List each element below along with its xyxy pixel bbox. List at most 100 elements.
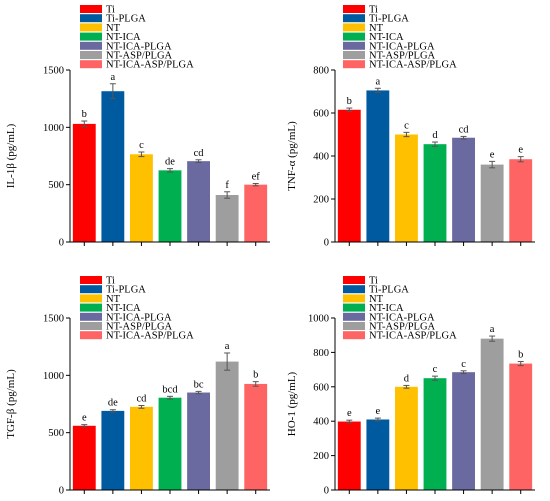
bar — [158, 397, 182, 490]
legend-swatch — [343, 322, 365, 330]
bar — [158, 170, 182, 242]
legend-label: Ti — [369, 276, 378, 287]
legend-label: NT-ICA-ASP/PLGA — [106, 60, 194, 71]
legend-label: NT-ASP/PLGA — [106, 51, 173, 62]
bar — [130, 154, 153, 242]
legend-label: NT-ICA-ASP/PLGA — [369, 331, 457, 342]
y-tick-label: 500 — [48, 180, 64, 191]
error-bar — [252, 183, 259, 187]
y-tick-label: 800 — [313, 66, 329, 77]
bar — [244, 383, 268, 490]
bar — [101, 91, 125, 242]
y-tick-label: 1000 — [308, 314, 329, 325]
legend-label: NT-ASP/PLGA — [106, 322, 173, 333]
error-bar — [138, 404, 145, 409]
bar — [215, 194, 239, 242]
bar — [337, 421, 361, 490]
legend-label: Ti — [106, 276, 115, 287]
chart-panel-4: TiTi-PLGANTNT-ICANT-ICA-PLGANT-ASP/PLGAN… — [286, 276, 535, 497]
legend-swatch — [80, 14, 102, 23]
error-bar — [489, 160, 496, 169]
significance-label: c — [433, 364, 438, 375]
bar — [480, 338, 504, 490]
bar — [337, 109, 361, 243]
legend-label: NT-ICA-PLGA — [369, 41, 435, 52]
y-tick-label: 1000 — [43, 371, 64, 382]
legend-label: NT — [106, 294, 121, 305]
legend-swatch — [80, 51, 102, 59]
legend-label: NT — [369, 294, 384, 305]
significance-label: de — [108, 398, 118, 409]
legend-label: NT-ICA-PLGA — [106, 41, 172, 52]
bar — [395, 386, 418, 490]
significance-label: a — [111, 72, 116, 83]
significance-label: ef — [252, 172, 261, 183]
error-bar — [374, 417, 381, 422]
error-bar — [167, 168, 173, 173]
significance-label: cd — [136, 393, 147, 404]
chart-panel-3: TiTi-PLGANTNT-ICANT-ICA-PLGANT-ASP/PLGAN… — [5, 276, 270, 497]
legend-swatch — [80, 60, 102, 69]
bar — [423, 378, 447, 490]
error-bar — [432, 141, 438, 147]
legend-label: NT-ASP/PLGA — [369, 51, 436, 62]
error-bar — [460, 370, 467, 375]
legend-swatch — [343, 285, 365, 294]
y-axis-title: TGF-β (pg/mL) — [5, 369, 17, 439]
legend-swatch — [80, 23, 102, 32]
error-bar — [224, 191, 231, 199]
legend-swatch — [80, 32, 102, 41]
y-tick-label: 200 — [313, 195, 329, 206]
bar — [395, 134, 418, 242]
legend-label: Ti-PLGA — [106, 14, 146, 25]
bar — [101, 410, 125, 490]
bar — [187, 161, 210, 242]
significance-label: e — [376, 406, 381, 417]
legend-swatch — [80, 41, 102, 50]
y-axis-title: HO-1 (pg/mL) — [286, 371, 298, 436]
y-tick-label: 600 — [313, 109, 329, 120]
significance-label: cd — [194, 148, 205, 159]
significance-label: b — [253, 370, 258, 381]
significance-label: b — [82, 109, 87, 120]
error-bar — [346, 419, 353, 424]
y-tick-label: 0 — [324, 238, 329, 249]
error-bar — [489, 335, 496, 342]
y-tick-label: 1500 — [43, 66, 64, 77]
legend-swatch — [80, 285, 102, 294]
bar — [130, 406, 153, 490]
significance-label: c — [139, 140, 144, 151]
bar — [187, 392, 210, 490]
y-tick-label: 1500 — [43, 314, 64, 325]
legend-swatch — [343, 312, 365, 321]
significance-label: b — [347, 96, 352, 107]
bar — [509, 363, 533, 490]
legend-label: NT-ICA-PLGA — [369, 312, 435, 323]
significance-label: bcd — [162, 384, 178, 395]
error-bar — [252, 381, 259, 387]
legend: TiTi-PLGANTNT-ICANT-ICA-PLGANT-ASP/PLGAN… — [343, 276, 457, 342]
legend-label: Ti — [369, 5, 378, 16]
significance-label: de — [165, 157, 175, 168]
legend-swatch — [343, 51, 365, 59]
bar — [509, 159, 533, 242]
legend-swatch — [80, 331, 102, 340]
legend-label: NT-ICA-ASP/PLGA — [369, 60, 457, 71]
legend-label: Ti — [106, 5, 115, 16]
significance-label: a — [225, 341, 230, 352]
legend-label: NT-ICA — [106, 303, 141, 314]
error-bar — [81, 120, 88, 128]
legend-swatch — [343, 14, 365, 23]
significance-label: a — [490, 324, 495, 335]
legend-swatch — [80, 322, 102, 330]
legend-label: NT-ASP/PLGA — [369, 322, 436, 333]
error-bar — [224, 352, 231, 371]
legend-swatch — [80, 312, 102, 321]
legend-label: NT — [106, 23, 121, 34]
legend-swatch — [343, 331, 365, 340]
error-bar — [109, 409, 116, 413]
y-axis-title: IL-1β (pg/mL) — [5, 123, 17, 188]
legend-label: Ti-PLGA — [106, 285, 146, 296]
error-bar — [346, 107, 353, 112]
